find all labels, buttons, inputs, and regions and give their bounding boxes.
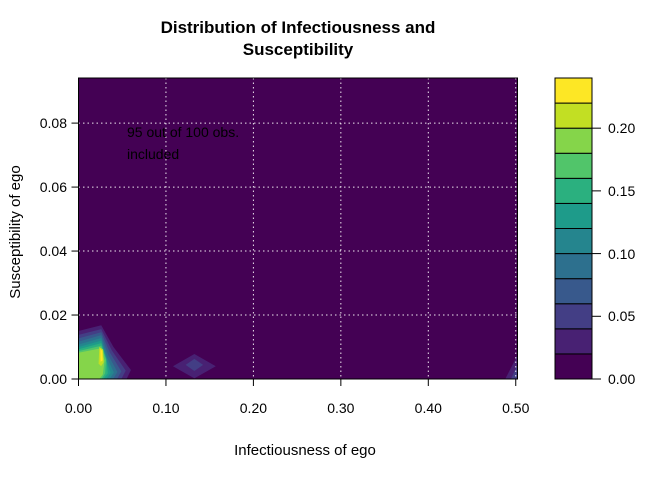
colorbar-tick-label: 0.05 xyxy=(608,308,636,325)
x-tick-label: 0.40 xyxy=(414,400,442,416)
plot-background xyxy=(78,78,518,379)
chart-title-line1: Distribution of Infectiousness and xyxy=(160,18,436,37)
y-axis-label: Susceptibility of ego xyxy=(7,165,24,299)
colorbar-band xyxy=(554,228,593,255)
colorbar-band xyxy=(554,278,593,305)
x-tick-label: 0.00 xyxy=(64,400,93,416)
gridlines-group xyxy=(78,78,518,379)
contour-bands-group xyxy=(78,325,518,379)
colorbar-band xyxy=(554,353,593,380)
contour-band xyxy=(100,348,103,362)
colorbar-tick-label: 0.00 xyxy=(608,371,636,387)
obs-annotation-line2: included xyxy=(127,146,180,162)
x-axis-label: Infectiousness of ego xyxy=(234,442,376,459)
x-tick-label: 0.10 xyxy=(152,400,180,416)
obs-annotation: 95 out of 100 obs. included xyxy=(127,121,327,165)
x-tick-label: 0.20 xyxy=(239,400,268,416)
colorbar-tick-label: 0.10 xyxy=(608,245,636,262)
y-tick-label: 0.02 xyxy=(39,307,67,324)
x-tick-label: 0.50 xyxy=(502,400,530,416)
obs-annotation-line1: 95 out of 100 obs. xyxy=(127,124,240,140)
colorbar-tick-label: 0.20 xyxy=(608,120,636,137)
colorbar-band xyxy=(554,77,593,104)
plot-border xyxy=(78,77,518,380)
colorbar-band xyxy=(554,102,593,129)
colorbar-border xyxy=(554,77,593,380)
y-tick-label: 0.04 xyxy=(39,243,67,260)
colorbar-band xyxy=(554,177,593,204)
colorbar-band xyxy=(554,202,593,230)
x-tick-label: 0.30 xyxy=(327,400,355,416)
y-tick-label: 0.08 xyxy=(39,115,67,132)
chart-title: Distribution of Infectiousness and Susce… xyxy=(58,17,538,61)
colorbar-band xyxy=(554,127,593,154)
chart-title-line2: Susceptibility xyxy=(242,40,354,59)
contour-band xyxy=(185,358,204,372)
colorbar-band xyxy=(554,253,593,280)
contour-band xyxy=(78,348,105,379)
colorbar-tick-label: 0.15 xyxy=(608,182,636,199)
y-tick-label: 0.00 xyxy=(39,371,67,387)
colorbar-band xyxy=(554,303,593,330)
colorbar-band xyxy=(554,328,593,355)
y-tick-label: 0.06 xyxy=(39,179,67,196)
colorbar-band xyxy=(554,152,593,179)
